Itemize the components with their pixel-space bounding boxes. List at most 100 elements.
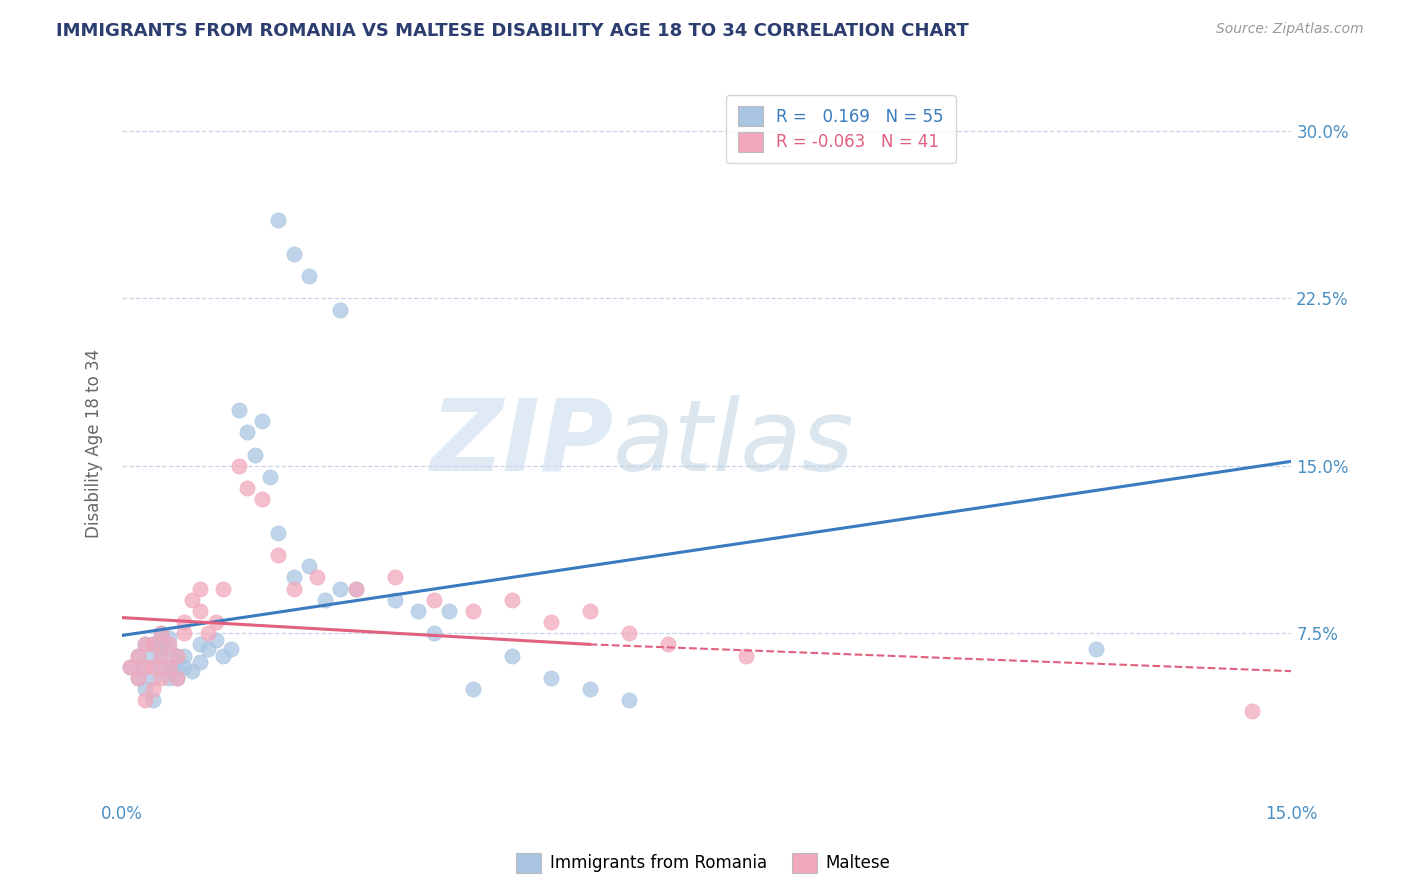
Point bbox=[267, 525, 290, 540]
Point bbox=[188, 655, 211, 669]
Point bbox=[142, 659, 165, 673]
Point bbox=[259, 470, 281, 484]
Point bbox=[166, 659, 188, 673]
Point bbox=[118, 659, 141, 673]
Point bbox=[540, 615, 562, 629]
Point bbox=[173, 659, 195, 673]
Point bbox=[1085, 641, 1108, 656]
Point bbox=[173, 626, 195, 640]
Point bbox=[142, 637, 165, 651]
Point bbox=[219, 641, 242, 656]
Point bbox=[212, 648, 235, 663]
Point bbox=[173, 648, 195, 663]
Point bbox=[252, 414, 274, 428]
Text: ZIP: ZIP bbox=[430, 395, 613, 492]
Point bbox=[384, 570, 406, 584]
Point bbox=[142, 693, 165, 707]
Point bbox=[188, 637, 211, 651]
Point bbox=[204, 615, 226, 629]
Point bbox=[150, 648, 173, 663]
Point bbox=[267, 213, 290, 227]
Point bbox=[461, 604, 484, 618]
Point bbox=[197, 641, 219, 656]
Point bbox=[578, 681, 600, 696]
Point bbox=[501, 592, 523, 607]
Point bbox=[252, 492, 274, 507]
Point bbox=[166, 671, 188, 685]
Point bbox=[166, 648, 188, 663]
Point bbox=[127, 671, 149, 685]
Point bbox=[197, 626, 219, 640]
Point bbox=[734, 648, 756, 663]
Point bbox=[657, 637, 679, 651]
Point bbox=[157, 641, 180, 656]
Point bbox=[166, 671, 188, 685]
Point bbox=[344, 582, 367, 596]
Point bbox=[617, 693, 640, 707]
Legend: R =   0.169   N = 55, R = -0.063   N = 41: R = 0.169 N = 55, R = -0.063 N = 41 bbox=[727, 95, 956, 163]
Point bbox=[267, 548, 290, 562]
Point bbox=[406, 604, 429, 618]
Point bbox=[228, 458, 250, 473]
Point bbox=[578, 604, 600, 618]
Point bbox=[181, 664, 204, 678]
Point bbox=[314, 592, 336, 607]
Point bbox=[298, 559, 321, 574]
Point bbox=[150, 637, 173, 651]
Point bbox=[204, 632, 226, 647]
Point bbox=[305, 570, 328, 584]
Point bbox=[150, 626, 173, 640]
Point bbox=[134, 681, 156, 696]
Point bbox=[150, 671, 173, 685]
Point bbox=[329, 582, 352, 596]
Point bbox=[157, 659, 180, 673]
Text: IMMIGRANTS FROM ROMANIA VS MALTESE DISABILITY AGE 18 TO 34 CORRELATION CHART: IMMIGRANTS FROM ROMANIA VS MALTESE DISAB… bbox=[56, 22, 969, 40]
Point bbox=[329, 302, 352, 317]
Text: Source: ZipAtlas.com: Source: ZipAtlas.com bbox=[1216, 22, 1364, 37]
Point bbox=[127, 671, 149, 685]
Point bbox=[134, 659, 156, 673]
Point bbox=[173, 615, 195, 629]
Point bbox=[142, 681, 165, 696]
Point bbox=[142, 671, 165, 685]
Point bbox=[127, 648, 149, 663]
Point bbox=[298, 269, 321, 284]
Point bbox=[283, 246, 305, 260]
Point bbox=[166, 648, 188, 663]
Y-axis label: Disability Age 18 to 34: Disability Age 18 to 34 bbox=[86, 349, 103, 538]
Point bbox=[142, 648, 165, 663]
Legend: Immigrants from Romania, Maltese: Immigrants from Romania, Maltese bbox=[509, 847, 897, 880]
Point bbox=[283, 582, 305, 596]
Point bbox=[188, 582, 211, 596]
Point bbox=[150, 659, 173, 673]
Point bbox=[118, 659, 141, 673]
Point bbox=[127, 648, 149, 663]
Point bbox=[283, 570, 305, 584]
Point bbox=[134, 637, 156, 651]
Point bbox=[461, 681, 484, 696]
Point bbox=[134, 659, 156, 673]
Point bbox=[228, 403, 250, 417]
Point bbox=[439, 604, 461, 618]
Point bbox=[157, 659, 180, 673]
Point bbox=[157, 637, 180, 651]
Point bbox=[157, 631, 180, 645]
Point bbox=[212, 582, 235, 596]
Point bbox=[150, 626, 173, 640]
Point bbox=[188, 604, 211, 618]
Point bbox=[142, 637, 165, 651]
Point bbox=[181, 592, 204, 607]
Point bbox=[384, 592, 406, 607]
Point bbox=[134, 693, 156, 707]
Point bbox=[423, 592, 446, 607]
Point bbox=[134, 637, 156, 651]
Point bbox=[540, 671, 562, 685]
Point bbox=[617, 626, 640, 640]
Point bbox=[243, 448, 266, 462]
Point bbox=[501, 648, 523, 663]
Point bbox=[157, 671, 180, 685]
Point bbox=[236, 425, 259, 440]
Point bbox=[1241, 704, 1264, 718]
Point bbox=[236, 481, 259, 495]
Text: atlas: atlas bbox=[613, 395, 855, 492]
